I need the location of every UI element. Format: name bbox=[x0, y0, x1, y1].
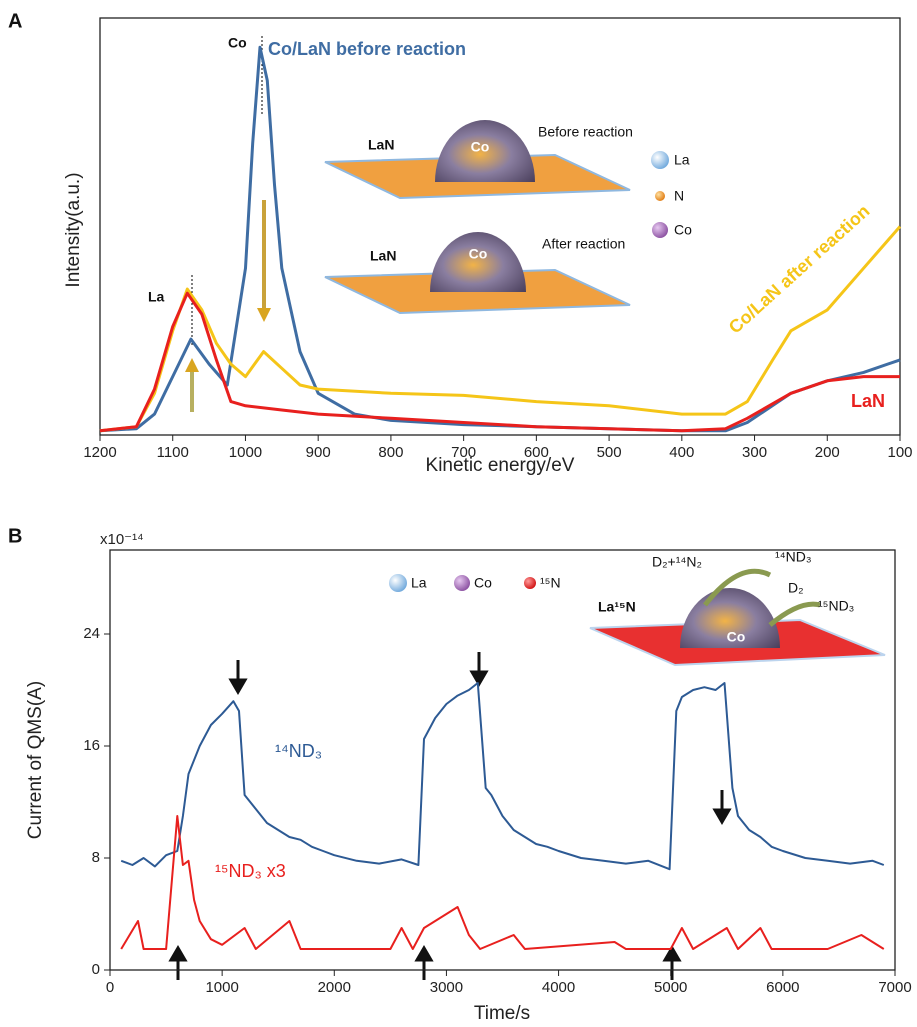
schematic bbox=[389, 568, 886, 667]
x-tick-label: 5000 bbox=[654, 979, 687, 996]
x-tick-label: 2000 bbox=[318, 979, 351, 996]
flow-arrow bbox=[768, 601, 821, 627]
legend-label: Co bbox=[474, 575, 492, 591]
particle bbox=[430, 232, 526, 292]
series-line bbox=[99, 225, 902, 433]
series-label: Co/LaN before reaction bbox=[268, 39, 466, 59]
legend-ball bbox=[524, 577, 536, 589]
legend-label: La bbox=[411, 575, 427, 591]
annotation: ¹⁴ND₃ bbox=[775, 549, 812, 565]
x-tick-label: 1100 bbox=[157, 444, 189, 461]
legend-label: ¹⁵N bbox=[540, 575, 561, 591]
arrows bbox=[168, 652, 732, 980]
y-axis-label: Intensity(a.u.) bbox=[63, 172, 84, 287]
x-tick-label: 1000 bbox=[205, 979, 238, 996]
series-line bbox=[99, 45, 901, 433]
x-axis-label: Kinetic energy/eV bbox=[426, 455, 575, 476]
annotation: Co bbox=[228, 35, 247, 51]
legend-ball bbox=[454, 575, 470, 591]
annotation: Before reaction bbox=[538, 124, 633, 140]
multiplier: x10⁻¹⁴ bbox=[100, 531, 144, 548]
y-axis-label: Current of QMS(A) bbox=[25, 681, 46, 839]
x-tick-label: 600 bbox=[524, 444, 549, 461]
plot-frame bbox=[109, 549, 896, 971]
panel-label: B bbox=[8, 525, 22, 547]
annotation: D₂ bbox=[788, 580, 804, 596]
x-tick-label: 300 bbox=[742, 444, 767, 461]
series-label: LaN bbox=[851, 391, 885, 411]
annotation: ¹⁵ND₃ bbox=[818, 598, 854, 614]
x-tick-label: 7000 bbox=[878, 979, 911, 996]
annotation: Co bbox=[471, 139, 490, 155]
series-label: ¹⁴ND₃ bbox=[275, 741, 322, 761]
x-tick-label: 1200 bbox=[83, 444, 116, 461]
annotation: Co bbox=[727, 629, 746, 645]
x-tick-label: 1000 bbox=[229, 444, 262, 461]
annotation: D₂+¹⁴N₂ bbox=[652, 554, 702, 570]
annotation: After reaction bbox=[542, 236, 625, 252]
arrow bbox=[469, 670, 489, 687]
annotation: La¹⁵N bbox=[598, 599, 636, 615]
arrow bbox=[168, 945, 188, 962]
series-line bbox=[99, 291, 900, 433]
legend-label: Co bbox=[674, 222, 692, 238]
x-tick-label: 900 bbox=[306, 444, 331, 461]
particle bbox=[435, 120, 535, 182]
annotation: LaN bbox=[368, 137, 394, 153]
y-tick-label: 24 bbox=[83, 625, 100, 642]
legend-ball bbox=[651, 151, 669, 169]
y-tick-label: 16 bbox=[83, 737, 100, 754]
series-label: ¹⁵ND₃ x3 bbox=[215, 861, 286, 881]
arrow bbox=[414, 945, 434, 962]
schematic bbox=[324, 120, 669, 315]
legend-label: La bbox=[674, 152, 690, 168]
x-tick-label: 200 bbox=[815, 444, 840, 461]
arrow bbox=[712, 808, 732, 825]
x-tick-label: 800 bbox=[378, 444, 403, 461]
y-tick-label: 8 bbox=[92, 849, 100, 866]
x-tick-label: 500 bbox=[597, 444, 622, 461]
legend-ball bbox=[652, 222, 668, 238]
y-tick-label: 0 bbox=[92, 961, 100, 978]
flow-arrow bbox=[703, 568, 772, 607]
x-tick-label: 4000 bbox=[542, 979, 575, 996]
series-line bbox=[120, 682, 885, 871]
x-tick-label: 6000 bbox=[766, 979, 799, 996]
panel-label: A bbox=[8, 10, 22, 32]
arrow bbox=[257, 308, 271, 322]
legend-ball bbox=[655, 191, 665, 201]
x-tick-label: 0 bbox=[106, 979, 114, 996]
annotation: LaN bbox=[370, 248, 396, 264]
x-tick-label: 400 bbox=[669, 444, 694, 461]
series-line bbox=[120, 815, 885, 950]
series-label: Co/LaN after reaction bbox=[725, 201, 874, 338]
annotation: Co bbox=[469, 246, 488, 262]
x-tick-label: 700 bbox=[451, 444, 476, 461]
x-tick-label: 3000 bbox=[430, 979, 463, 996]
x-axis-label: Time/s bbox=[474, 1003, 530, 1024]
annotation: La bbox=[148, 289, 165, 305]
arrow bbox=[185, 358, 199, 372]
arrow bbox=[228, 678, 248, 695]
arrow bbox=[662, 945, 682, 962]
legend-label: N bbox=[674, 188, 684, 204]
legend-ball bbox=[389, 574, 407, 592]
x-tick-label: 100 bbox=[887, 444, 912, 461]
